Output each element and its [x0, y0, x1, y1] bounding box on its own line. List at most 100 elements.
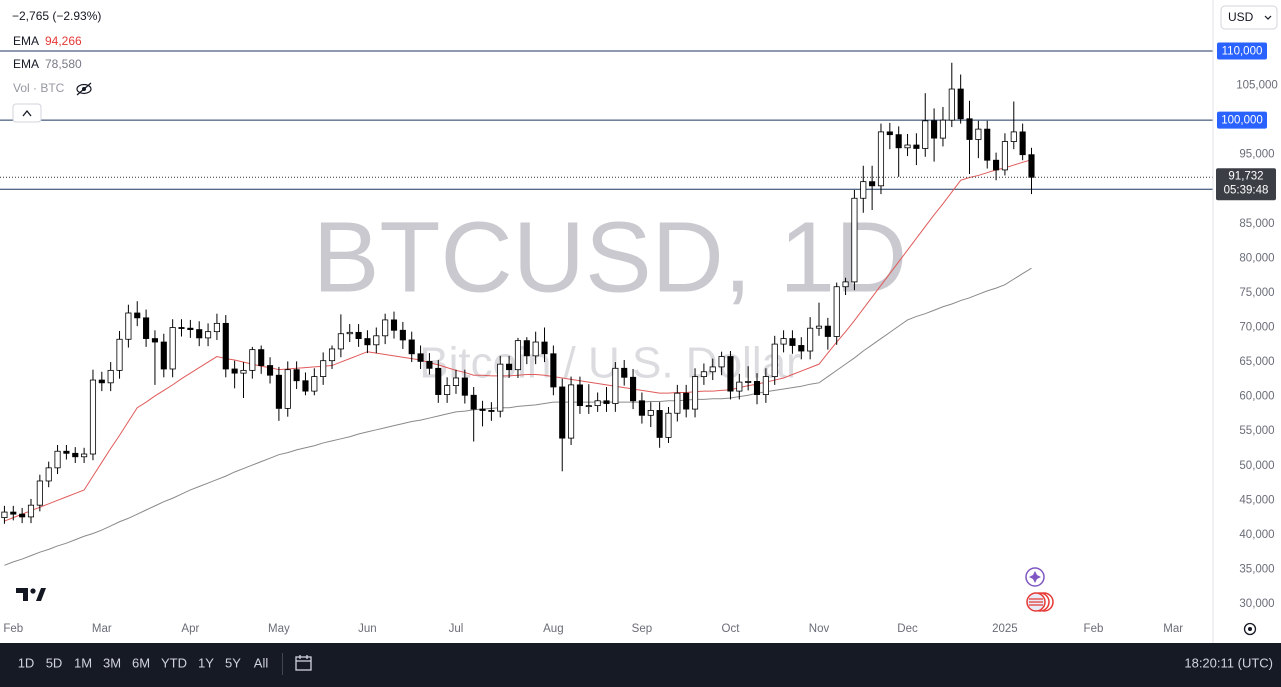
ema-value: 78,580 — [45, 57, 82, 71]
y-tick-label: 35,000 — [1239, 563, 1274, 575]
candle-body — [559, 386, 566, 439]
candle-body — [435, 367, 442, 395]
candle-body — [745, 381, 752, 383]
candle-body — [594, 400, 601, 407]
range-button[interactable]: All — [253, 655, 269, 671]
candle-body — [877, 131, 885, 187]
candle-body — [10, 511, 17, 515]
candle-body — [674, 392, 681, 414]
ema-name: EMA — [13, 57, 39, 71]
candle-body — [815, 325, 823, 329]
candle-body — [603, 400, 610, 404]
candle-body — [638, 400, 645, 416]
price-label: 91,732 — [1228, 170, 1263, 182]
candle-body — [665, 412, 672, 438]
candle-body — [886, 131, 893, 136]
candle-body — [426, 360, 433, 369]
range-button[interactable]: 5D — [45, 655, 63, 671]
candle-body — [753, 381, 761, 395]
clock: 18:20:11 (UTC) — [1184, 655, 1273, 671]
candle-body — [417, 353, 424, 362]
candle-body — [771, 343, 778, 377]
candle-body — [328, 348, 336, 362]
candle-body — [718, 356, 725, 368]
candle-body — [789, 338, 796, 346]
candle-body — [222, 322, 229, 370]
bottom-toolbar: 1D 5D 1M 3M 6M YTD 1Y 5Y All 18:20:11 (U… — [0, 643, 1281, 687]
range-button[interactable]: 1M — [73, 655, 93, 671]
candle-body — [585, 405, 592, 408]
candle-body — [63, 450, 70, 454]
candle-body — [444, 385, 451, 395]
candle-body — [833, 286, 840, 337]
x-tick-label: Jul — [449, 623, 464, 635]
candle-body — [196, 329, 203, 339]
watermark: BTCUSD, 1D Bitcoin / U.S. Dollar — [313, 201, 908, 387]
eye-icon[interactable] — [76, 82, 92, 96]
candle-body — [966, 118, 973, 140]
level-badge — [1217, 111, 1267, 129]
range-button[interactable]: 1Y — [198, 655, 214, 671]
candle-body — [452, 377, 460, 386]
candle-body — [399, 329, 406, 341]
candle-body — [736, 381, 743, 392]
change-label: −2,765 (−2.93%) — [12, 9, 101, 23]
candle-body — [993, 159, 1000, 171]
price-axis: 30,000 35,000 40,000 45,000 50,000 55,000 60,0… — [1216, 42, 1278, 610]
candle-body — [550, 353, 557, 388]
chart: BTCUSD, 1D Bitcoin / U.S. Dollar 30,000 3… — [0, 0, 1278, 643]
range-button[interactable]: 5Y — [225, 655, 241, 671]
candle-body — [922, 120, 929, 149]
candle-body — [205, 331, 212, 339]
candle-body — [143, 317, 150, 339]
y-tick-label: 70,000 — [1239, 322, 1274, 334]
candle-body — [1001, 141, 1008, 171]
x-tick-label: Aug — [543, 623, 563, 635]
range-button[interactable]: 3M — [102, 655, 122, 671]
tv-logo — [16, 588, 46, 601]
watermark-title: BTCUSD, 1D — [313, 201, 908, 313]
candle-body — [98, 379, 105, 384]
candle-body — [134, 312, 141, 319]
x-tick-label: Oct — [722, 623, 741, 635]
x-tick-label: Mar — [1163, 623, 1183, 635]
ema-name: EMA — [13, 34, 39, 48]
candle-body — [470, 394, 477, 410]
y-tick-label: 75,000 — [1239, 287, 1274, 299]
settings-icon[interactable] — [1243, 622, 1257, 636]
candle-body — [630, 376, 637, 402]
range-button[interactable]: YTD — [161, 655, 187, 671]
candle-body — [320, 360, 327, 377]
separator — [282, 653, 283, 675]
candle-body — [1, 511, 8, 519]
candle-body — [302, 380, 309, 392]
candle-body — [939, 119, 947, 139]
candle-body — [895, 134, 902, 149]
candle-body — [266, 365, 274, 376]
x-tick-label: Nov — [809, 623, 830, 635]
candle-body — [355, 331, 362, 339]
candle-body — [532, 341, 539, 357]
y-tick-label: 80,000 — [1239, 252, 1274, 264]
event-icons[interactable] — [1025, 567, 1054, 612]
date-range-button[interactable] — [294, 653, 314, 673]
candle-body — [709, 366, 716, 373]
candle-body — [390, 319, 398, 331]
x-tick-label: Feb — [3, 623, 23, 635]
level-label: 100,000 — [1221, 115, 1263, 127]
y-tick-label: 30,000 — [1239, 598, 1274, 610]
range-button[interactable]: 1D — [17, 655, 35, 671]
candle-body — [27, 504, 35, 518]
level-badge — [1217, 42, 1267, 60]
x-tick-label: Apr — [181, 623, 199, 635]
candle-body — [125, 312, 132, 340]
collapse-button[interactable] — [12, 103, 42, 123]
candle-body — [807, 327, 814, 352]
range-button[interactable]: 6M — [131, 655, 151, 671]
currency-button[interactable]: USD — [1220, 5, 1278, 30]
candle-body — [169, 327, 176, 370]
x-tick-label: Feb — [1084, 623, 1104, 635]
candle-body — [284, 369, 291, 409]
candle-body — [957, 88, 964, 120]
candle-body — [461, 377, 468, 396]
